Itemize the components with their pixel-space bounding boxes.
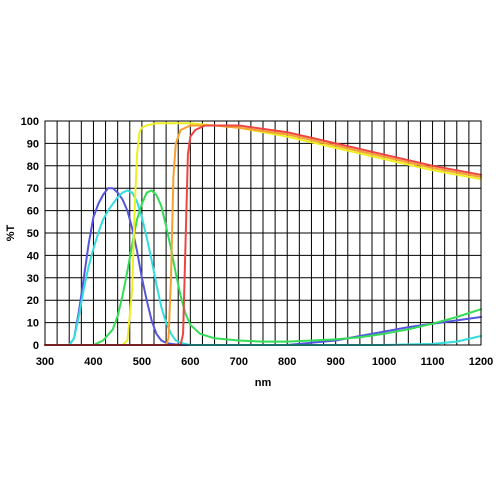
series-line-5 [44,124,482,346]
x-tick-label: 1100 [421,356,445,368]
x-tick-label: 800 [278,356,296,368]
y-axis-label: %T [5,224,17,241]
y-tick-label: 40 [27,250,39,262]
x-tick-label: 900 [326,356,344,368]
x-tick-label: 300 [36,356,54,368]
x-tick-label: 500 [133,356,151,368]
series-line-6 [44,124,482,346]
y-tick-label: 90 [27,138,39,150]
series-group [44,122,482,346]
y-tick-label: 60 [27,206,39,218]
grid [44,120,482,346]
y-tick-label: 0 [33,340,39,352]
y-tick-labels: 0 10 20 30 40 50 60 70 80 90 100 [21,116,39,352]
x-tick-label: 400 [84,356,102,368]
x-tick-label: 1200 [469,356,493,368]
x-tick-label: 700 [230,356,248,368]
y-tick-label: 80 [27,161,39,173]
y-tick-label: 50 [27,228,39,240]
series-line-3 [44,189,482,346]
series-line-4 [44,122,482,346]
x-tick-labels: 300 400 500 600 700 800 900 1000 1100 1200 [36,356,493,368]
x-tick-label: 600 [181,356,199,368]
y-tick-label: 30 [27,273,39,285]
y-tick-label: 10 [27,318,39,330]
plot-frame [44,120,482,346]
y-tick-label: 20 [27,295,39,307]
x-axis-label: nm [255,377,272,389]
x-tick-label: 1000 [372,356,396,368]
y-tick-label: 100 [21,116,39,128]
y-tick-label: 70 [27,183,39,195]
